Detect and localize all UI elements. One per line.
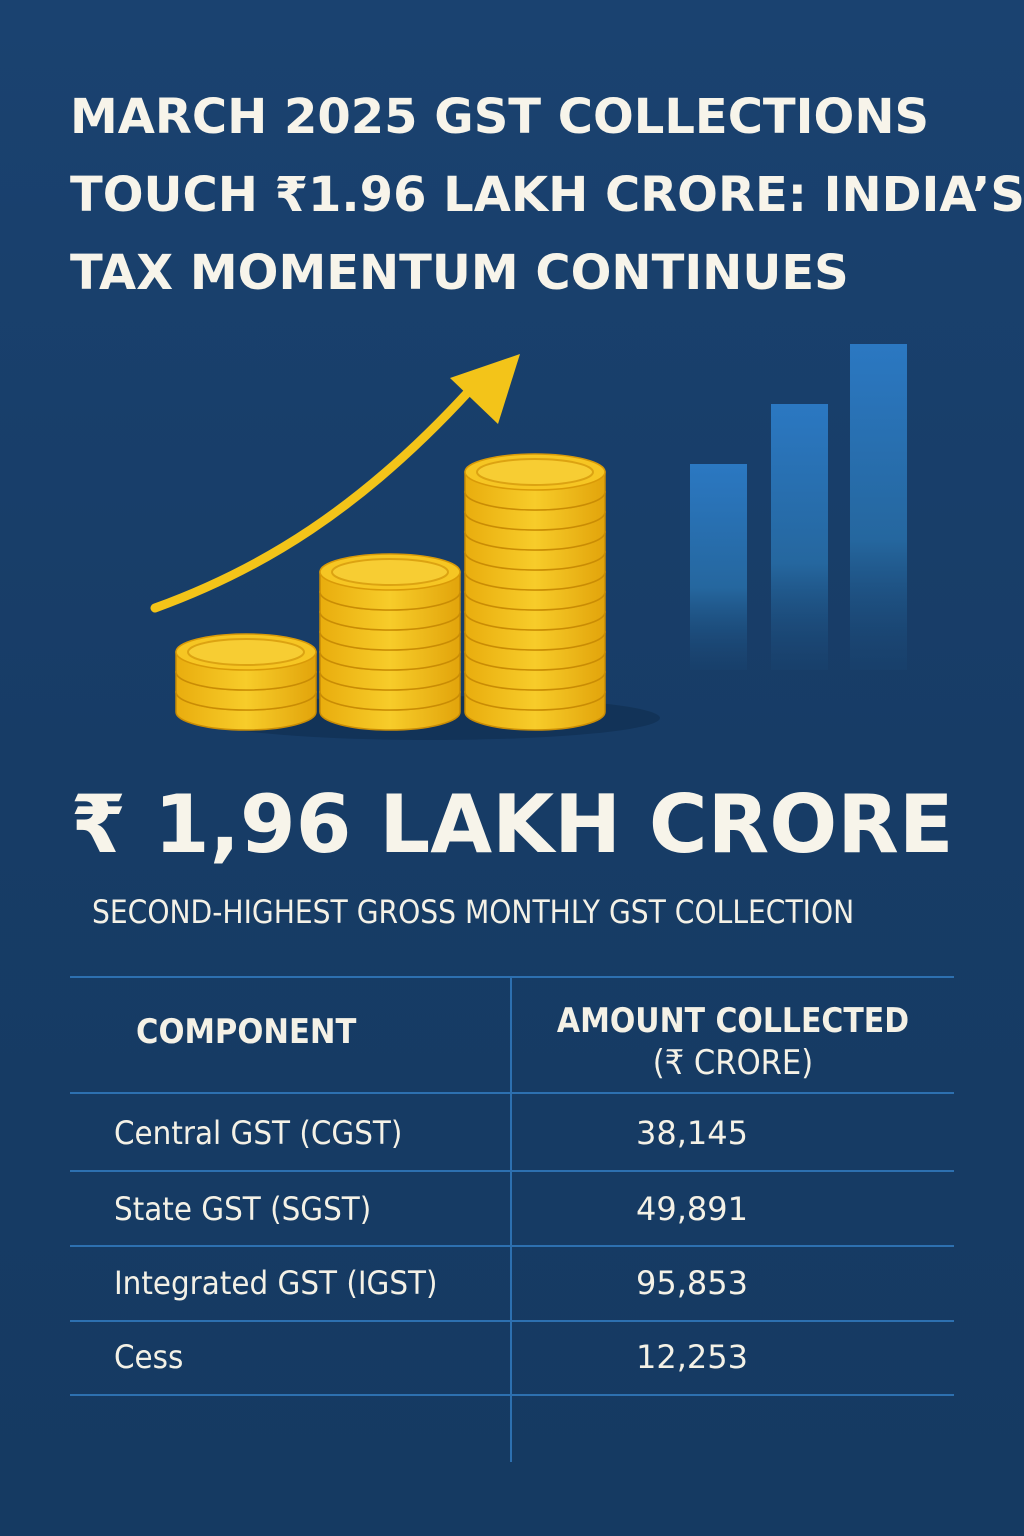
coin (175, 633, 317, 691)
table-rule (70, 1245, 954, 1247)
table-row: Cess 12,253 (70, 1320, 954, 1394)
headline-line-3: TAX MOMENTUM CONTINUES (70, 245, 849, 301)
rising-arrow-icon (150, 354, 520, 613)
chart-bar-1 (690, 464, 747, 670)
row-component: Central GST (CGST) (114, 1114, 403, 1152)
chart-bar-3 (850, 344, 907, 670)
row-amount: 12,253 (636, 1338, 748, 1376)
row-component: State GST (SGST) (114, 1190, 372, 1228)
chart-bar-2 (771, 404, 828, 670)
table-rule-bottom (70, 1394, 954, 1396)
column-header-amount: AMOUNT COLLECTED (₹ CRORE) (512, 1000, 954, 1084)
coin (319, 553, 461, 611)
amount-caption: SECOND-HIGHEST GROSS MONTHLY GST COLLECT… (92, 893, 855, 931)
headline-amount: ₹ 1,96 LAKH CRORE (70, 778, 954, 871)
coin (464, 453, 606, 511)
column-header-component: COMPONENT (136, 1012, 357, 1052)
table-rule (70, 1170, 954, 1172)
bar-chart-icon (690, 344, 907, 670)
coin-stack-icon (175, 453, 606, 731)
headline: MARCH 2025 GST COLLECTIONS TOUCH ₹1.96 L… (70, 78, 1024, 312)
row-amount: 49,891 (636, 1190, 748, 1228)
table-row: State GST (SGST) 49,891 (70, 1172, 954, 1246)
column-header-amount-line1: AMOUNT COLLECTED (556, 1001, 910, 1041)
headline-line-1: MARCH 2025 GST COLLECTIONS (70, 89, 930, 145)
row-component: Cess (114, 1338, 184, 1376)
table-column-divider (510, 976, 512, 1462)
row-amount: 38,145 (636, 1114, 748, 1152)
row-amount: 95,853 (636, 1264, 748, 1302)
table-rule (70, 1320, 954, 1322)
table-row: Integrated GST (IGST) 95,853 (70, 1246, 954, 1320)
table-rule-header (70, 1092, 954, 1094)
table-rule-top (70, 976, 954, 978)
row-component: Integrated GST (IGST) (114, 1264, 438, 1302)
table-row: Central GST (CGST) 38,145 (70, 1096, 954, 1170)
headline-line-2: TOUCH ₹1.96 LAKH CRORE: INDIA’S (70, 167, 1024, 223)
growth-illustration (150, 344, 907, 740)
column-header-amount-line2: (₹ CRORE) (652, 1043, 814, 1083)
